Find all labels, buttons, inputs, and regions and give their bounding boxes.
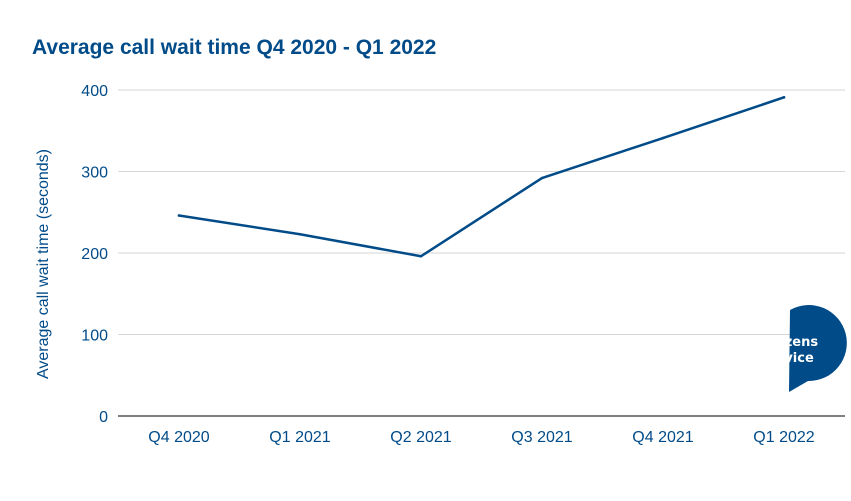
y-tick-label: 200 bbox=[81, 246, 108, 263]
citizens-advice-logo: citizens advice bbox=[762, 305, 847, 392]
x-tick-label: Q4 2021 bbox=[632, 429, 693, 446]
data-point bbox=[540, 176, 544, 180]
data-point bbox=[782, 96, 786, 99]
x-tick-labels: Q4 2020 Q1 2021 Q2 2021 Q3 2021 Q4 2021 Q1 20… bbox=[148, 429, 814, 446]
y-tick-label: 400 bbox=[81, 83, 108, 100]
y-axis-title: Average call wait time (seconds) bbox=[35, 149, 52, 379]
x-tick-label: Q4 2020 bbox=[148, 429, 209, 446]
data-point bbox=[177, 214, 181, 217]
data-point bbox=[298, 232, 302, 236]
y-tick-label: 100 bbox=[81, 328, 108, 345]
x-tick-label: Q1 2021 bbox=[269, 429, 330, 446]
x-tick-label: Q1 2022 bbox=[753, 429, 814, 446]
logo-text-line2: advice bbox=[766, 351, 814, 366]
logo-text-line1: citizens bbox=[762, 335, 818, 350]
data-point bbox=[419, 254, 423, 258]
chart-title: Average call wait time Q4 2020 - Q1 2022 bbox=[32, 36, 437, 59]
x-tick-label: Q3 2021 bbox=[511, 429, 572, 446]
logo-speech-bubble bbox=[789, 305, 847, 392]
gridlines bbox=[118, 89, 845, 417]
series bbox=[177, 96, 786, 258]
y-tick-label: 0 bbox=[99, 409, 108, 426]
x-tick-label: Q2 2021 bbox=[390, 429, 451, 446]
series-line bbox=[177, 96, 786, 258]
y-tick-label: 300 bbox=[81, 165, 108, 182]
data-point bbox=[661, 136, 665, 140]
y-tick-labels: 0 100 200 300 400 bbox=[81, 83, 108, 426]
